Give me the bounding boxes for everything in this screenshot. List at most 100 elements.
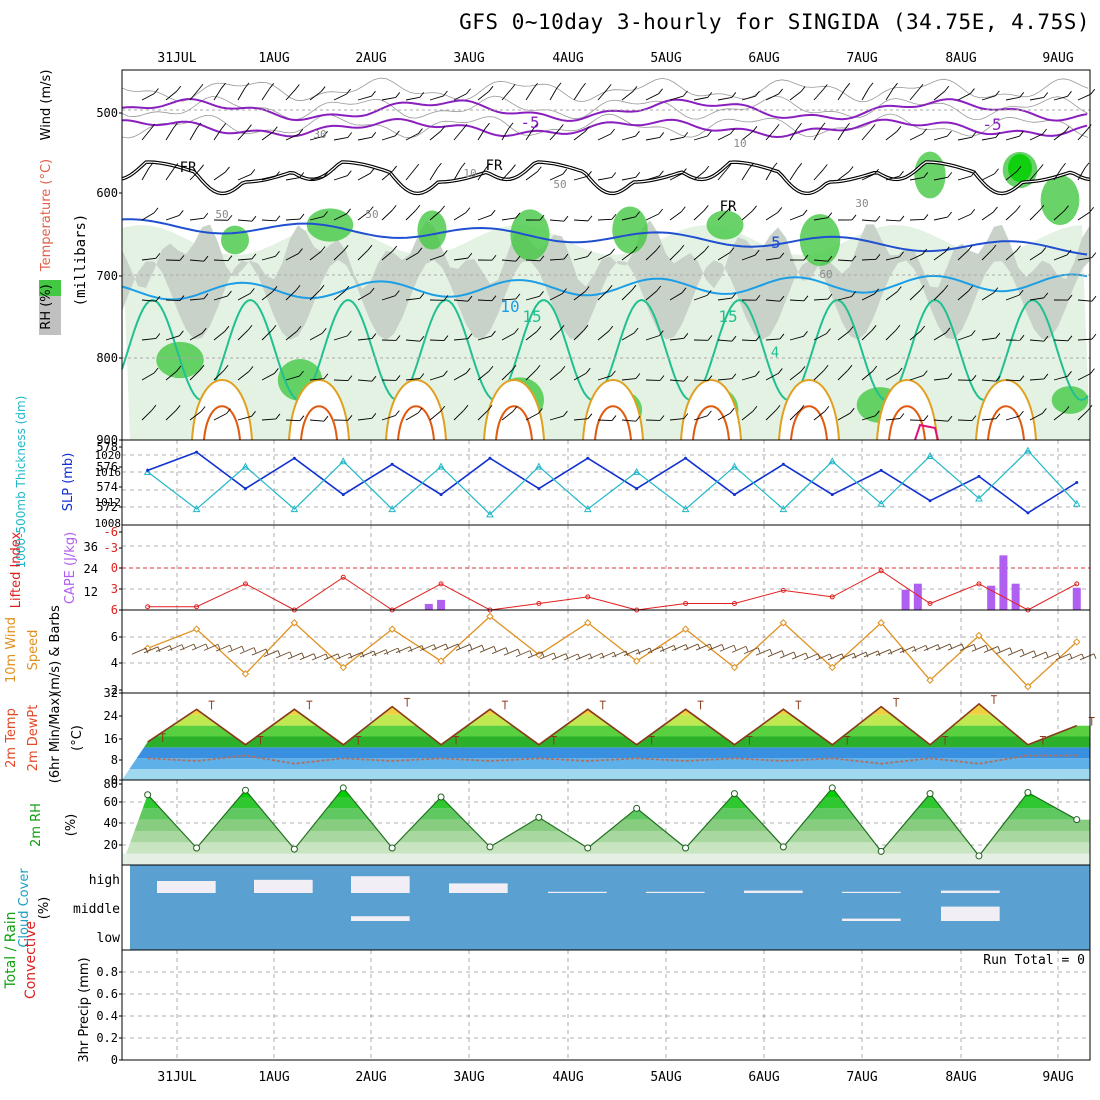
dewpoint-line: [147, 754, 1077, 765]
wind-barb: [477, 370, 490, 381]
wind-barb-flag: [893, 82, 898, 89]
wind-barb-flag: [512, 406, 518, 412]
temp-band: [122, 758, 1090, 770]
wind-speed-point: [388, 625, 396, 633]
y-tick-label: 80: [104, 777, 118, 791]
y-tick-label: 576: [96, 460, 118, 474]
wind-barb: [1005, 415, 1020, 421]
contour-label: 50: [215, 208, 228, 221]
surface-wind-barb-flag: [217, 644, 221, 650]
rh-point: [388, 844, 396, 852]
surface-wind-barb: [431, 643, 447, 651]
wind-barb-flag: [849, 407, 855, 414]
wind-barb-flag: [391, 205, 397, 211]
wind-barb: [1077, 167, 1086, 181]
wind-barb-flag: [299, 415, 305, 421]
wind-barb: [261, 131, 274, 141]
cape-bar: [424, 603, 433, 610]
wind-barb-flag: [608, 325, 614, 332]
slp-point: [781, 462, 785, 466]
wind-isotach-line: [121, 98, 1088, 122]
surface-wind-barb: [347, 651, 363, 659]
wind-barb: [981, 211, 994, 221]
li-point: [145, 604, 151, 610]
wind-barb-flag: [606, 84, 612, 90]
wind-barb: [189, 169, 200, 181]
wind-barb-flag: [971, 415, 977, 421]
wind-barb: [1077, 211, 1090, 221]
wind-barb-flag: [683, 413, 689, 419]
surface-wind-barb-flag: [913, 646, 917, 652]
wind-barb: [405, 168, 416, 181]
wind-barb-flag: [658, 330, 664, 336]
y-tick-label: 0.4: [96, 1009, 118, 1023]
wind-barb: [189, 217, 204, 221]
date-label-top: 7AUG: [846, 51, 877, 66]
wind-barb-flag: [515, 255, 521, 262]
surface-wind-barb: [551, 653, 567, 661]
wind-barb-flag: [729, 247, 735, 253]
wind-barb-flag: [944, 85, 950, 92]
wind-barb-flag: [995, 132, 1001, 138]
wind-barb: [213, 330, 226, 341]
wind-barb: [261, 88, 271, 101]
surface-wind-barb-flag: [925, 645, 929, 651]
surface-wind-barb-flag: [661, 646, 665, 652]
li-point: [194, 604, 200, 610]
wind-barb: [549, 293, 563, 301]
contour-label: 5: [771, 233, 781, 252]
wind-barb-flag: [275, 171, 280, 177]
thickness-point: [632, 467, 641, 475]
wind-barb-flag: [897, 367, 903, 374]
wind-barb-flag: [323, 131, 328, 137]
wind-barb: [285, 289, 297, 301]
ylabel-rh: RH (%): [39, 284, 54, 329]
wind-barb-flag: [347, 415, 353, 421]
y-tick-label: 2: [111, 683, 118, 697]
wind-barb: [621, 378, 636, 381]
wind-speed-point: [584, 619, 592, 627]
wind-barb: [261, 219, 277, 222]
wind-speed-point: [779, 619, 788, 627]
rh-point: [877, 847, 885, 855]
surface-wind-barb: [1043, 652, 1059, 660]
wind-barb: [669, 211, 682, 221]
wind-barb-flag: [923, 172, 929, 178]
wind-barb-flag: [537, 408, 543, 414]
surface-wind-barb: [527, 651, 543, 659]
wind-barb-flag: [465, 367, 471, 374]
ylabel-wind: Wind (m/s): [39, 70, 54, 141]
wind-barb: [1029, 339, 1044, 342]
wind-barb: [669, 173, 683, 181]
wind-barb: [381, 250, 394, 261]
wind-barb: [1053, 375, 1068, 381]
wind-barb-flag: [199, 364, 205, 371]
wind-barb-flag: [227, 214, 233, 221]
wind-barb: [453, 167, 462, 181]
date-label-top: 8AUG: [945, 51, 976, 66]
wind-barb: [1029, 209, 1041, 221]
wind-barb: [957, 213, 971, 221]
contour-label: 30: [855, 197, 868, 210]
wind-barb-flag: [176, 365, 182, 372]
wind-barb-flag: [995, 375, 1001, 382]
rh-point: [339, 784, 347, 792]
surface-wind-barb-flag: [709, 643, 713, 650]
surface-wind-barb: [695, 643, 711, 651]
wind-barb: [885, 219, 900, 222]
wind-barb: [453, 212, 467, 221]
wind-barb-flag: [394, 290, 400, 296]
wind-barb: [357, 338, 372, 341]
wind-barb: [717, 378, 732, 381]
surface-wind-barb-flag: [1045, 651, 1049, 658]
surface-wind-barb-flag: [145, 648, 149, 654]
wind-barb: [141, 338, 156, 341]
surface-wind-barb-flag: [805, 652, 809, 659]
y-tick-label: 0.2: [96, 1031, 118, 1045]
cloud-bar: [941, 890, 1000, 893]
wind-barb: [645, 213, 659, 221]
wind-barb-flag: [870, 124, 876, 130]
wind-barb-flag: [851, 255, 857, 262]
wind-barb: [141, 299, 156, 302]
wind-barb-flag: [299, 213, 305, 220]
